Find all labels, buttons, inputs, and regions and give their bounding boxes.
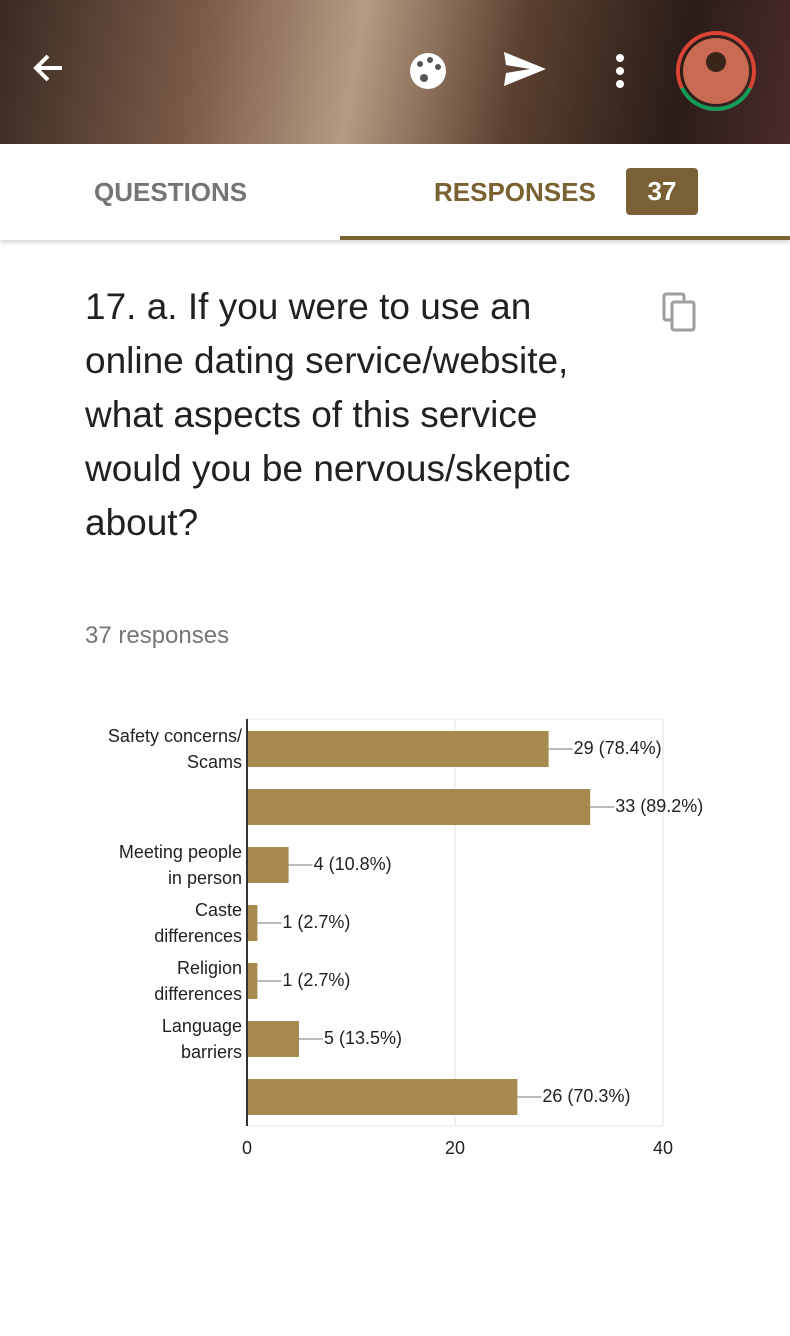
x-tick-label: 20 bbox=[445, 1138, 465, 1158]
value-label: 33 (89.2%) bbox=[615, 796, 703, 816]
bar bbox=[247, 905, 258, 941]
send-button[interactable] bbox=[504, 52, 546, 86]
bar bbox=[247, 789, 591, 825]
response-count: 37 bbox=[626, 168, 698, 215]
y-tick-label: Language barriers bbox=[161, 1016, 242, 1062]
copy-button[interactable] bbox=[662, 292, 698, 332]
y-tick-label: Safety concerns/ Scams bbox=[107, 726, 242, 772]
question-title: 17. a. If you were to use an online dati… bbox=[85, 286, 571, 543]
response-summary: 37 responses bbox=[85, 622, 230, 649]
tab-bar: QUESTIONS RESPONSES 37 bbox=[0, 144, 790, 240]
bar bbox=[247, 847, 289, 883]
bar bbox=[247, 731, 549, 767]
tab-indicator bbox=[340, 236, 790, 240]
y-tick-label: Meeting people in person bbox=[118, 842, 242, 888]
palette-button[interactable] bbox=[410, 53, 446, 89]
bar bbox=[247, 1079, 518, 1115]
value-label: 4 (10.8%) bbox=[314, 854, 392, 874]
bar bbox=[247, 1021, 299, 1057]
avatar[interactable] bbox=[676, 31, 756, 111]
value-label: 5 (13.5%) bbox=[324, 1028, 402, 1048]
x-tick-label: 0 bbox=[242, 1138, 252, 1158]
y-tick-label: Religion differences bbox=[154, 958, 242, 1004]
back-button[interactable] bbox=[33, 54, 62, 82]
value-label: 26 (70.3%) bbox=[542, 1086, 630, 1106]
value-label: 1 (2.7%) bbox=[282, 970, 350, 990]
header-image bbox=[0, 0, 790, 144]
y-tick-label: Caste differences bbox=[154, 900, 242, 946]
header-icons bbox=[33, 31, 756, 111]
responses-tab[interactable]: RESPONSES bbox=[434, 177, 596, 207]
value-label: 29 (78.4%) bbox=[574, 738, 662, 758]
value-label: 1 (2.7%) bbox=[282, 912, 350, 932]
more-button[interactable] bbox=[616, 54, 624, 88]
questions-tab[interactable]: QUESTIONS bbox=[94, 177, 248, 207]
bar bbox=[247, 963, 258, 999]
x-tick-label: 40 bbox=[653, 1138, 673, 1158]
